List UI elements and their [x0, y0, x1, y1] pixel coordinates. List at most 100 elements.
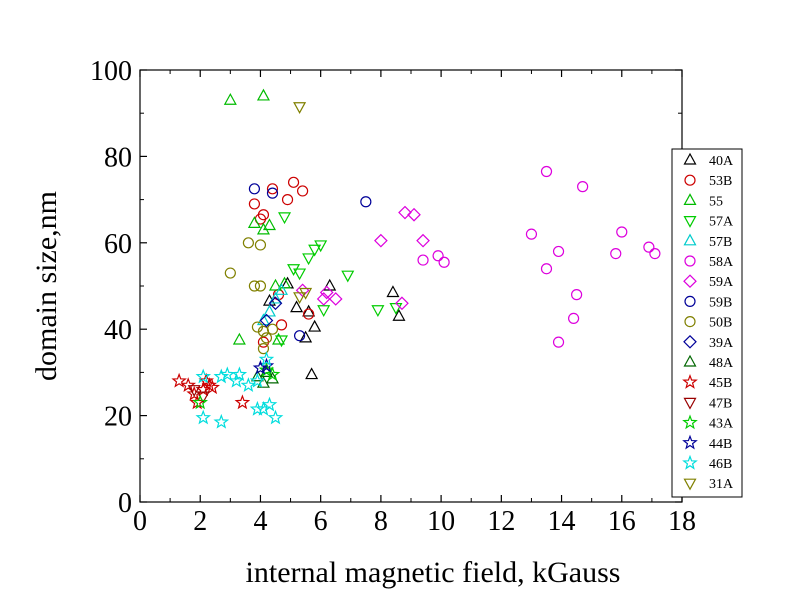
x-tick-label: 12: [487, 506, 515, 537]
data-point: [305, 367, 319, 380]
plot-frame: [139, 69, 683, 503]
data-point: [281, 194, 294, 206]
data-point: [266, 323, 279, 335]
data-point: [275, 319, 288, 331]
x-axis-label: internal magnetic field, kGauss: [246, 556, 621, 589]
data-point: [275, 335, 289, 348]
legend-marker: [683, 233, 697, 246]
data-point: [187, 385, 201, 397]
data-point: [432, 250, 444, 262]
data-point: [268, 291, 283, 304]
data-point: [416, 233, 430, 248]
legend-label: 57B: [709, 235, 732, 250]
legend-marker: [684, 295, 696, 307]
legend-label: 58A: [709, 255, 734, 270]
legend-marker: [682, 454, 698, 470]
data-point: [295, 283, 310, 298]
data-point: [262, 304, 276, 317]
data-point: [195, 368, 212, 384]
plot-frame-group: [139, 69, 683, 503]
data-point: [299, 330, 313, 343]
data-point: [256, 88, 270, 101]
data-point: [262, 218, 276, 231]
y-tick-label: 100: [90, 56, 132, 87]
y-axis: 0 20 40 60 80 100: [90, 56, 682, 519]
data-point: [198, 372, 215, 388]
legend-label: 43A: [709, 417, 734, 432]
data-point: [256, 222, 270, 235]
legend-marker: [683, 152, 697, 165]
series-55: [223, 88, 292, 345]
data-point: [250, 369, 264, 382]
data-point: [525, 228, 538, 240]
x-tick-label: 0: [133, 506, 147, 537]
data-point: [407, 207, 421, 222]
series-57A: [275, 212, 403, 348]
data-point: [224, 267, 236, 279]
data-point: [180, 377, 197, 392]
data-point: [271, 332, 286, 345]
data-point: [610, 248, 622, 260]
legend-marker: [683, 274, 697, 289]
legend-label: 44B: [709, 437, 732, 452]
legend-label: 31A: [709, 477, 734, 492]
series-50B: [224, 237, 279, 355]
data-point: [254, 280, 267, 292]
x-tick-label: 4: [253, 506, 267, 537]
data-point: [395, 296, 409, 311]
data-point: [219, 366, 236, 382]
data-point: [213, 413, 230, 429]
data-point: [278, 212, 292, 225]
data-point: [171, 372, 187, 388]
data-point: [293, 292, 307, 305]
data-point: [552, 245, 565, 258]
data-point: [386, 285, 400, 298]
data-point: [275, 283, 289, 295]
data-point: [213, 368, 230, 384]
data-point: [258, 351, 275, 367]
legend-marker: [683, 334, 697, 349]
data-point: [266, 183, 279, 195]
data-point: [293, 330, 306, 342]
legend-marker: [684, 174, 696, 186]
x-tick-label: 16: [608, 506, 636, 537]
data-point: [649, 248, 661, 260]
data-point: [319, 285, 334, 300]
data-point: [552, 336, 565, 348]
data-point: [540, 263, 553, 275]
data-point: [268, 296, 283, 311]
data-point: [540, 165, 553, 178]
data-point: [247, 216, 261, 228]
data-point: [232, 332, 246, 345]
data-points: [171, 88, 661, 429]
legend-marker: [683, 397, 697, 410]
data-point: [192, 394, 209, 410]
data-point: [242, 237, 254, 249]
data-point: [287, 176, 300, 188]
data-point: [293, 268, 307, 281]
data-point: [616, 226, 628, 238]
legend-marker: [683, 354, 697, 367]
data-point: [195, 409, 212, 425]
legend-label: 46B: [709, 457, 732, 472]
legend-marker: [682, 434, 698, 450]
data-point: [328, 292, 343, 306]
data-point: [299, 287, 313, 300]
data-point: [317, 305, 331, 318]
x-tick-label: 14: [548, 506, 576, 537]
data-point: [231, 366, 248, 382]
legend-label: 47B: [709, 396, 732, 411]
series-58A: [417, 165, 661, 348]
data-point: [302, 253, 316, 266]
x-axis: 0 2 4 6 8 10 12 14 16 18: [133, 70, 696, 537]
data-point: [268, 278, 283, 291]
legend-marker: [683, 478, 697, 491]
legend-label: 55: [709, 194, 723, 209]
data-point: [248, 183, 261, 195]
data-point: [438, 256, 450, 268]
legend-marker: [682, 373, 698, 389]
data-point: [261, 396, 278, 412]
legend-label: 40A: [709, 154, 734, 169]
series-43A: [192, 361, 281, 410]
